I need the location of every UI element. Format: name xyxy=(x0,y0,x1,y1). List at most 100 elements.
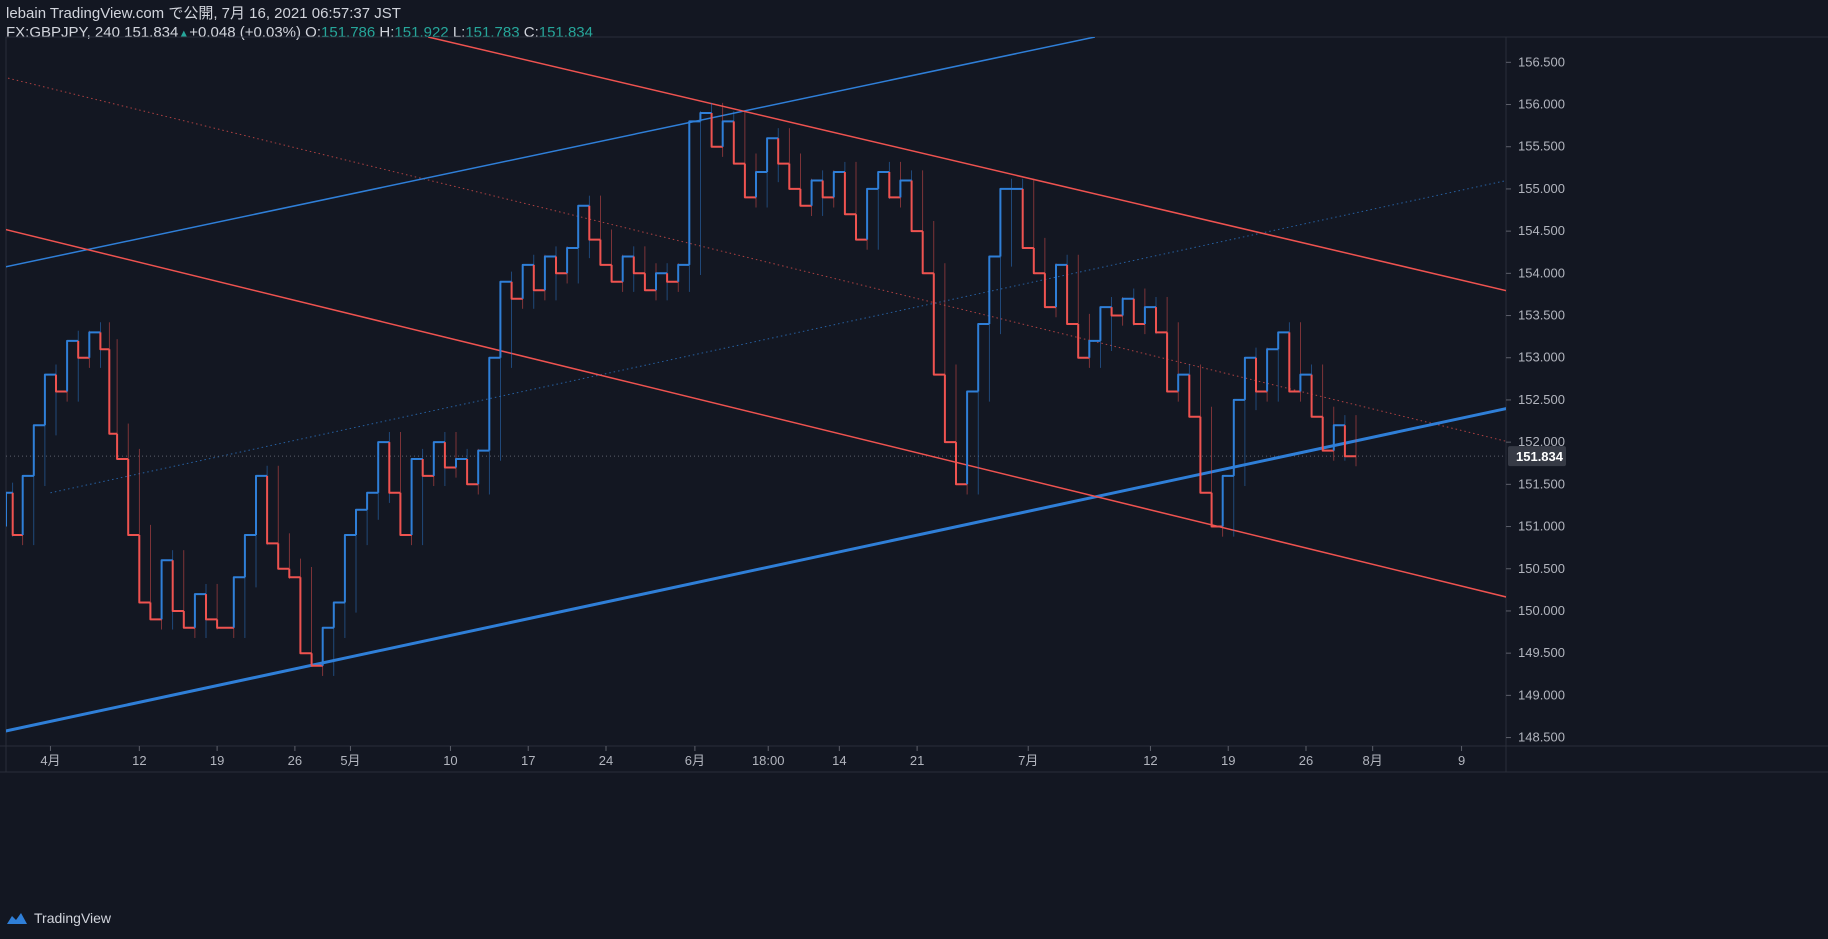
price-segment xyxy=(108,349,118,435)
price-segment xyxy=(1277,331,1290,350)
time-tick-label: 14 xyxy=(832,753,846,768)
price-segment xyxy=(171,560,184,612)
price-segment xyxy=(521,263,534,299)
price-segment xyxy=(99,332,110,351)
time-tick-label: 19 xyxy=(1221,753,1235,768)
price-tick-label: 155.500 xyxy=(1518,139,1565,154)
price-segment xyxy=(1077,324,1090,359)
price-segment xyxy=(355,508,368,535)
current-price-text: 151.834 xyxy=(1516,449,1564,464)
price-segment xyxy=(466,459,479,486)
price-segment xyxy=(532,264,545,292)
price-segment xyxy=(1110,307,1123,317)
price-segment xyxy=(399,492,412,536)
price-tick-label: 151.500 xyxy=(1518,476,1565,491)
price-segment xyxy=(277,543,290,570)
price-segment xyxy=(832,171,845,198)
price-segment xyxy=(1199,416,1212,494)
price-segment xyxy=(677,263,690,282)
price-segment xyxy=(555,256,568,275)
price-segment xyxy=(632,256,645,275)
price-segment xyxy=(1155,307,1168,334)
price-segment xyxy=(366,491,379,510)
price-segment xyxy=(666,273,679,283)
price-segment xyxy=(1243,356,1256,400)
footer-brand[interactable]: TradingView xyxy=(6,910,111,926)
price-tick-label: 149.000 xyxy=(1518,687,1565,702)
price-segment xyxy=(866,187,879,240)
price-segment xyxy=(743,163,756,199)
price-segment xyxy=(488,356,501,451)
price-segment xyxy=(543,255,556,291)
time-tick-label: 5月 xyxy=(340,753,360,768)
price-segment xyxy=(788,163,801,190)
price-segment xyxy=(288,568,301,579)
price-segment xyxy=(821,180,834,199)
price-tick-label: 150.000 xyxy=(1518,603,1565,618)
price-segment xyxy=(116,433,129,460)
price-segment xyxy=(977,323,990,392)
price-tick-label: 150.500 xyxy=(1518,561,1565,576)
price-segment xyxy=(499,280,512,358)
price-segment xyxy=(332,601,345,628)
time-tick-label: 19 xyxy=(210,753,224,768)
price-segment xyxy=(577,204,590,248)
price-segment xyxy=(755,171,768,198)
plot-frame xyxy=(0,36,1828,773)
time-tick-label: 4月 xyxy=(40,753,60,768)
price-segment xyxy=(43,373,56,426)
price-segment xyxy=(510,281,523,300)
price-segment xyxy=(1166,332,1179,393)
price-segment xyxy=(932,273,945,376)
price-segment xyxy=(266,475,279,545)
price-segment xyxy=(855,214,868,241)
price-segment xyxy=(955,442,968,486)
time-tick-label: 12 xyxy=(1143,753,1157,768)
time-tick-label: 9 xyxy=(1458,753,1465,768)
price-tick-label: 155.000 xyxy=(1518,181,1565,196)
price-segment xyxy=(1310,374,1323,418)
time-tick-label: 21 xyxy=(910,753,924,768)
price-segment xyxy=(688,120,701,265)
dotted-lines-layer xyxy=(6,77,1506,494)
time-tick-label: 7月 xyxy=(1018,753,1038,768)
price-segment xyxy=(343,534,356,603)
time-tick-label: 17 xyxy=(521,753,535,768)
price-segment xyxy=(232,576,245,628)
arrow-up-icon: ▲ xyxy=(178,28,190,40)
price-tick-label: 156.000 xyxy=(1518,97,1565,112)
price-segment xyxy=(193,593,206,628)
price-segment xyxy=(160,559,173,620)
time-tick-label: 26 xyxy=(1299,753,1313,768)
price-segment xyxy=(1099,306,1112,341)
price-segment xyxy=(321,626,334,666)
time-axis[interactable]: 4月 12 19 26 5月 10 17 24 6月 18:00 14 21 7月 12 19 26 8月 9 xyxy=(40,746,1465,768)
price-segment xyxy=(243,534,256,578)
price-segment xyxy=(999,187,1012,257)
price-segment xyxy=(966,390,979,485)
red-upper xyxy=(428,37,1506,292)
price-segment xyxy=(1132,298,1145,325)
price-segment xyxy=(843,172,856,216)
price-segment xyxy=(127,459,140,536)
price-segment xyxy=(310,653,323,667)
price-axis[interactable]: 156.500 156.000 155.500 155.000 154.500 154.0… xyxy=(1506,54,1565,745)
price-segment xyxy=(910,180,923,233)
price-path-layer xyxy=(6,102,1357,676)
publish-info: lebain TradingView.com で公開, 7月 16, 2021 … xyxy=(6,5,401,22)
price-segment xyxy=(921,231,934,275)
time-tick-label: 8月 xyxy=(1363,753,1383,768)
price-tick-label: 149.500 xyxy=(1518,645,1565,660)
price-segment xyxy=(88,331,101,358)
time-tick-label: 26 xyxy=(288,753,302,768)
price-segment xyxy=(149,602,162,621)
price-segment xyxy=(455,458,468,468)
price-segment xyxy=(599,239,612,266)
brand-label: TradingView xyxy=(34,910,112,926)
price-segment xyxy=(1066,264,1079,325)
price-tick-label: 153.500 xyxy=(1518,308,1565,323)
price-segment xyxy=(66,339,79,392)
price-segment xyxy=(1288,332,1301,393)
price-segment xyxy=(710,113,723,148)
